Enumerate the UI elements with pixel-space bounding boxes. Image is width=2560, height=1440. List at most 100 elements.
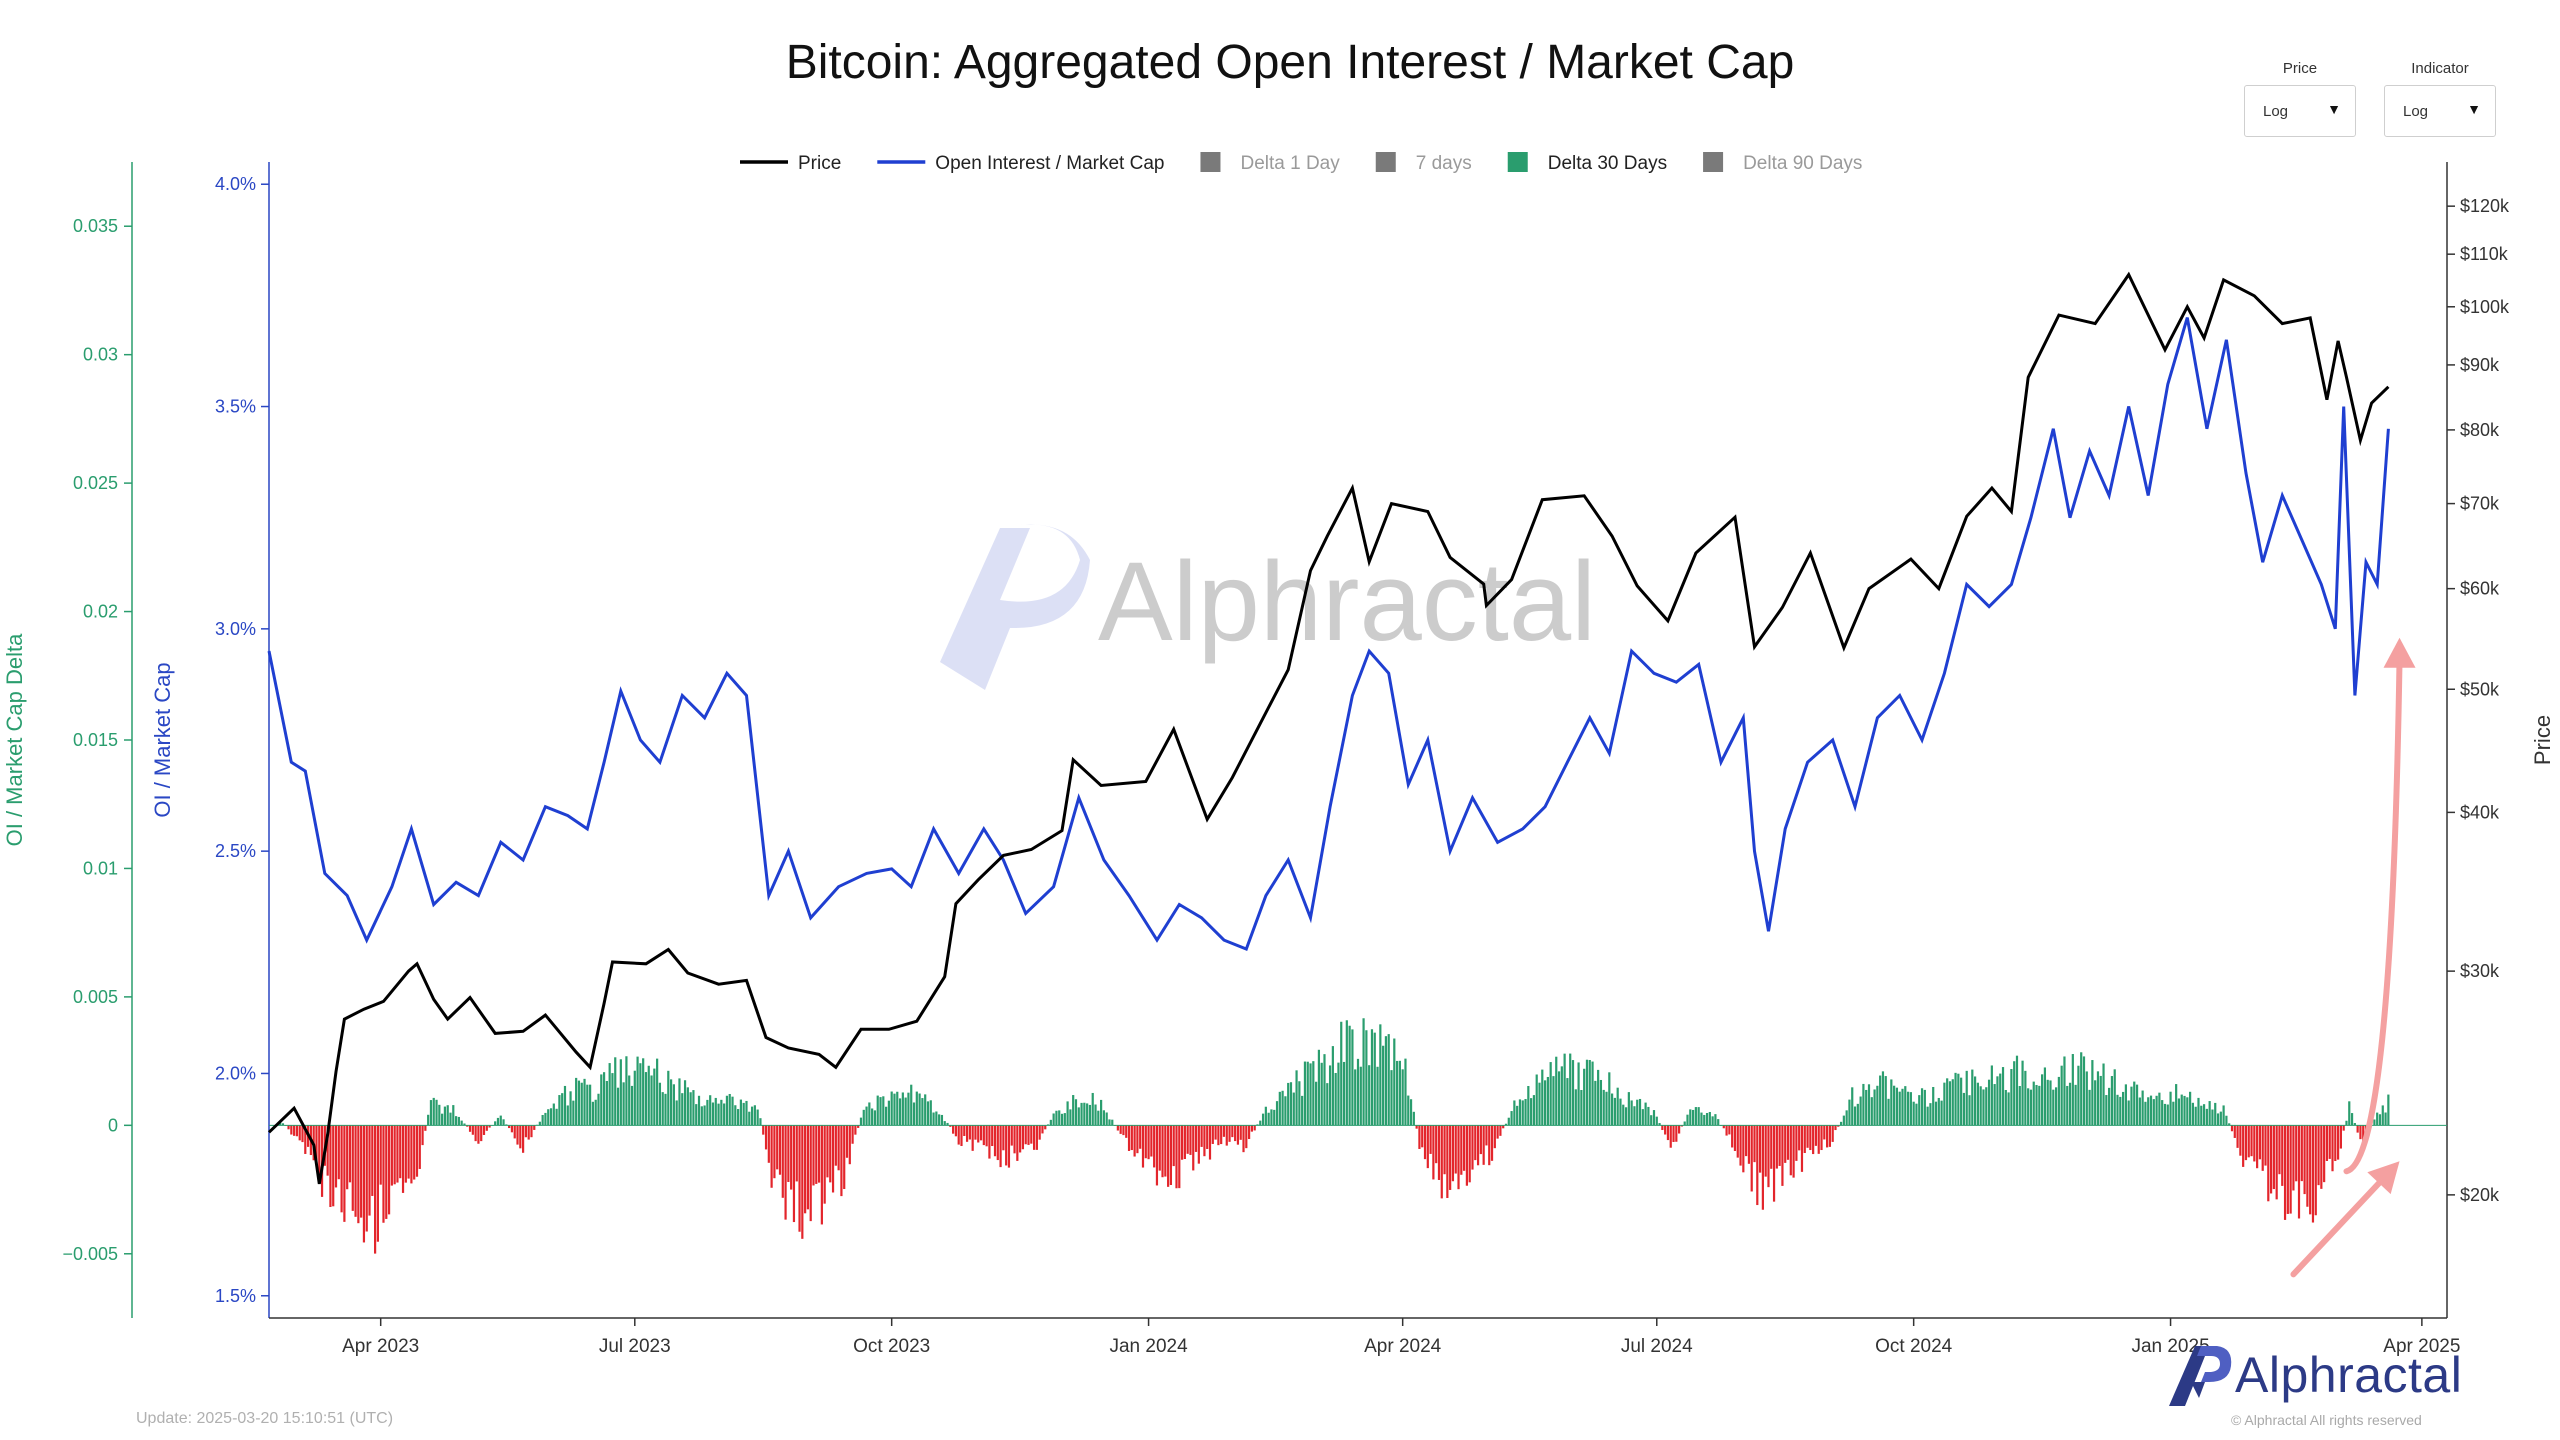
delta-bar bbox=[552, 1103, 555, 1126]
delta-bar bbox=[287, 1125, 290, 1130]
x-axis-ticks: Apr 2023 Jul 2023 Oct 2023 Jan 2024 Apr 2024… bbox=[342, 1318, 2460, 1357]
delta-bar bbox=[2161, 1100, 2164, 1126]
delta-bar bbox=[1798, 1125, 1801, 1151]
delta-bar bbox=[2197, 1097, 2200, 1126]
delta-bar bbox=[346, 1125, 349, 1190]
delta-bar bbox=[1583, 1068, 1586, 1126]
price-scale-select[interactable]: Log ▼ bbox=[2244, 85, 2356, 137]
delta-bar bbox=[2124, 1084, 2127, 1126]
delta-bar bbox=[1686, 1114, 1689, 1126]
delta-bar bbox=[2230, 1125, 2234, 1132]
delta-bar bbox=[2080, 1052, 2083, 1126]
delta-bar bbox=[1183, 1125, 1186, 1160]
delta-bar bbox=[2054, 1087, 2058, 1126]
delta-bar bbox=[1814, 1125, 1818, 1146]
delta-bar bbox=[1510, 1111, 1513, 1126]
delta-bar bbox=[703, 1105, 706, 1126]
delta-bar bbox=[1217, 1125, 1220, 1146]
delta-bar bbox=[968, 1125, 971, 1140]
delta-bar bbox=[1303, 1061, 1307, 1126]
delta-bar bbox=[1292, 1092, 1295, 1126]
delta-bar bbox=[1906, 1091, 1910, 1126]
delta-bar bbox=[1898, 1091, 1901, 1126]
delta-bar bbox=[737, 1109, 740, 1126]
delta-bar bbox=[1865, 1089, 1868, 1126]
legend-item-label: Delta 1 Day bbox=[1240, 153, 1340, 174]
delta-bar bbox=[717, 1103, 720, 1126]
delta-bar bbox=[2032, 1081, 2035, 1126]
delta-bar bbox=[1680, 1125, 1684, 1127]
delta-bar bbox=[871, 1108, 874, 1126]
delta-bar bbox=[762, 1125, 765, 1135]
delta-bar bbox=[2108, 1087, 2111, 1126]
delta-bar bbox=[890, 1091, 893, 1126]
delta-bar bbox=[1194, 1125, 1198, 1152]
delta-bar bbox=[1993, 1084, 1996, 1126]
delta-bar bbox=[1887, 1098, 1890, 1126]
delta-bar bbox=[1284, 1096, 1287, 1126]
delta-bar bbox=[1086, 1103, 1089, 1126]
delta-bar bbox=[1566, 1078, 1569, 1126]
delta-bar bbox=[834, 1125, 837, 1166]
delta-bar bbox=[1133, 1125, 1136, 1157]
delta-bar bbox=[1275, 1101, 1279, 1126]
delta-bar bbox=[1881, 1071, 1885, 1126]
delta-bar bbox=[2172, 1101, 2175, 1126]
delta-bar bbox=[826, 1125, 829, 1178]
delta-bar bbox=[767, 1125, 770, 1163]
delta-bar bbox=[2225, 1115, 2228, 1126]
delta-bar bbox=[1974, 1076, 1977, 1126]
delta-bar bbox=[2113, 1069, 2116, 1126]
delta-bar bbox=[2060, 1065, 2063, 1126]
x-tick-label: Jul 2023 bbox=[599, 1336, 671, 1357]
delta-bar bbox=[2258, 1125, 2262, 1160]
delta-bar bbox=[628, 1075, 631, 1126]
delta-bar bbox=[857, 1125, 860, 1128]
delta-bar bbox=[2163, 1103, 2167, 1126]
delta-bar bbox=[1781, 1125, 1784, 1186]
delta-bar bbox=[2121, 1091, 2125, 1126]
delta-bar bbox=[616, 1087, 620, 1126]
delta-bar bbox=[1895, 1087, 1899, 1126]
delta-bar bbox=[776, 1125, 779, 1170]
delta-bar bbox=[2256, 1125, 2259, 1169]
delta-bar bbox=[477, 1125, 480, 1144]
delta-bar bbox=[463, 1123, 466, 1126]
delta-bar bbox=[1250, 1125, 1253, 1132]
delta-bar bbox=[318, 1125, 321, 1180]
delta-bar bbox=[1234, 1125, 1237, 1142]
delta-bar bbox=[1792, 1125, 1795, 1178]
delta-bar bbox=[756, 1109, 759, 1126]
delta-bar bbox=[2127, 1100, 2130, 1126]
delta-bar bbox=[2208, 1101, 2211, 1126]
delta-bar bbox=[1331, 1046, 1334, 1126]
delta-bar bbox=[2015, 1055, 2019, 1126]
delta-bar bbox=[1711, 1116, 1714, 1126]
delta-bar bbox=[569, 1091, 572, 1126]
delta-bar bbox=[843, 1125, 846, 1190]
delta-bar bbox=[1828, 1125, 1831, 1147]
delta-bar bbox=[1167, 1125, 1170, 1187]
delta-bar bbox=[1404, 1058, 1407, 1126]
delta-bar bbox=[2216, 1113, 2220, 1126]
legend-swatch bbox=[1703, 152, 1724, 172]
delta-bar bbox=[1007, 1125, 1011, 1168]
delta-bar bbox=[304, 1125, 307, 1154]
delta-bar bbox=[2152, 1099, 2155, 1126]
delta-bar bbox=[2278, 1125, 2281, 1175]
delta-bar bbox=[2071, 1054, 2074, 1126]
indicator-scale-select[interactable]: Log ▼ bbox=[2384, 85, 2496, 137]
delta-bar bbox=[946, 1122, 949, 1126]
delta-bar bbox=[1879, 1075, 1882, 1126]
delta-bar bbox=[2286, 1125, 2289, 1214]
delta-bar bbox=[1225, 1125, 1228, 1146]
delta-bar bbox=[1851, 1087, 1854, 1126]
delta-bar bbox=[1038, 1125, 1041, 1140]
delta-bar bbox=[1074, 1099, 1078, 1126]
delta-bar bbox=[940, 1114, 944, 1126]
delta-bar bbox=[636, 1056, 639, 1126]
delta-bar bbox=[1960, 1077, 1963, 1126]
delta-bar bbox=[831, 1125, 835, 1193]
delta-bar bbox=[848, 1125, 851, 1165]
delta-bar bbox=[1412, 1111, 1415, 1126]
